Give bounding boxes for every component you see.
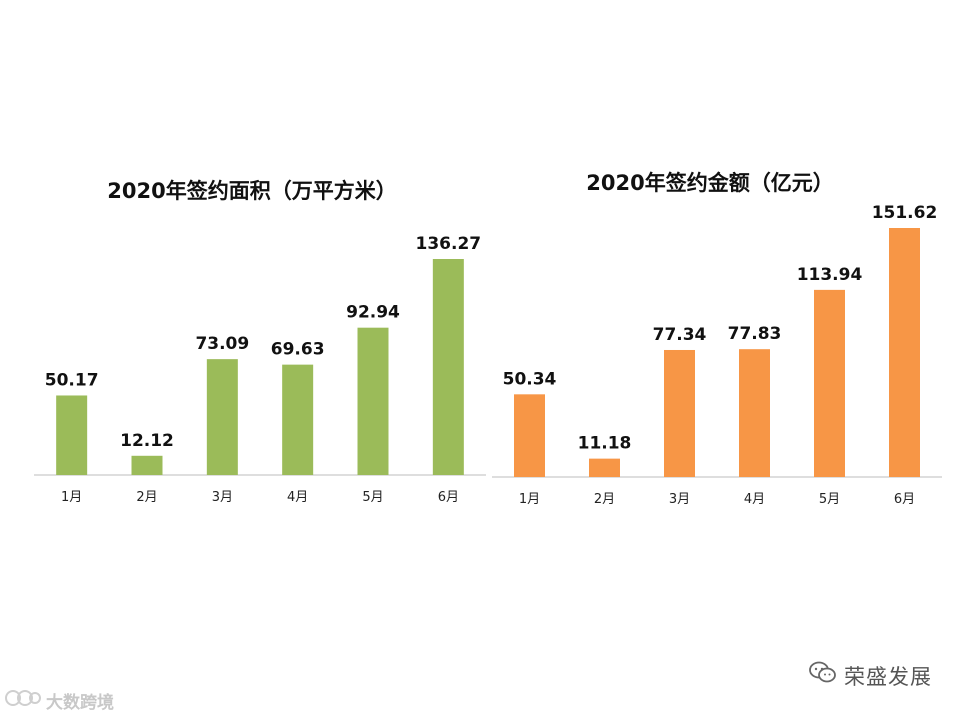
bar-3: [206, 359, 238, 475]
data-label-2: 11.18: [578, 434, 632, 454]
chart-title: 2020年签约金额（亿元）: [586, 171, 833, 195]
wechat-icon: [808, 660, 838, 691]
data-label-6: 151.62: [872, 203, 938, 223]
logo-icon: [4, 688, 42, 713]
x-tick-label-5: 5月: [819, 492, 840, 507]
x-tick-label-2: 2月: [594, 492, 615, 507]
x-tick-label-3: 3月: [212, 490, 233, 505]
data-label-5: 92.94: [346, 303, 400, 323]
chart-title: 2020年签约面积（万平方米）: [107, 179, 396, 203]
bar-5: [357, 327, 389, 475]
data-label-4: 69.63: [271, 340, 325, 360]
x-tick-label-1: 1月: [519, 492, 540, 507]
bar-1: [56, 395, 88, 475]
x-tick-label-4: 4月: [287, 490, 308, 505]
data-label-1: 50.34: [503, 369, 557, 389]
bar-6: [889, 228, 920, 477]
bar-1: [514, 394, 545, 477]
x-tick-label-3: 3月: [669, 492, 690, 507]
data-label-3: 73.09: [195, 334, 249, 354]
x-tick-label-6: 6月: [894, 492, 915, 507]
watermark-brand-text: 荣盛发展: [844, 664, 932, 689]
bar-5: [814, 289, 845, 477]
bar-4: [282, 364, 314, 475]
watermark-brand: 荣盛发展: [808, 660, 932, 691]
chart-signed-amount: 2020年签约金额（亿元） 50.34 1月 11.18 2月 77.34 3月 77.83 4…: [492, 171, 942, 507]
watermark-source: 大数跨境: [4, 688, 114, 713]
x-tick-label-5: 5月: [362, 490, 383, 505]
chart-signed-area: 2020年签约面积（万平方米） 50.17 1月 12.12 2月 73.09 3月 69.6…: [34, 179, 486, 505]
bar-6: [432, 259, 464, 475]
data-label-1: 50.17: [45, 370, 99, 390]
data-label-5: 113.94: [797, 265, 863, 285]
data-label-2: 12.12: [120, 431, 174, 451]
data-label-3: 77.34: [653, 325, 707, 345]
bar-4: [739, 349, 770, 477]
data-label-4: 77.83: [728, 324, 782, 344]
watermark-source-text: 大数跨境: [46, 693, 114, 713]
x-tick-label-4: 4月: [744, 492, 765, 507]
x-tick-label-6: 6月: [438, 490, 459, 505]
bar-3: [664, 349, 695, 477]
bar-2: [131, 455, 163, 475]
x-tick-label-2: 2月: [136, 490, 157, 505]
x-tick-label-1: 1月: [61, 490, 82, 505]
bar-2: [589, 458, 620, 477]
data-label-6: 136.27: [416, 234, 482, 254]
